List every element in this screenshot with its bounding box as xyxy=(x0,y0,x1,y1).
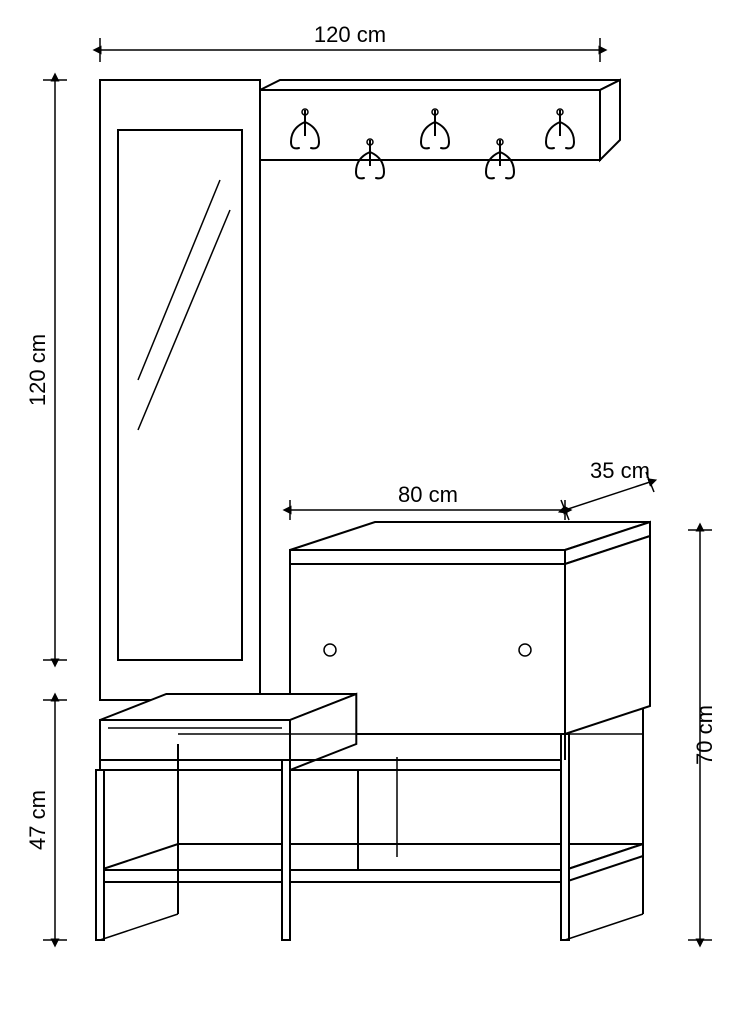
dim-cabinet-width-label: 80 cm xyxy=(398,482,458,507)
hook-rail xyxy=(260,80,620,178)
dim-left-height-label: 120 cm xyxy=(25,334,50,406)
dim-right-height-label: 70 cm xyxy=(692,705,717,765)
dim-top-width-label: 120 cm xyxy=(314,22,386,47)
dim-left-low-height-label: 47 cm xyxy=(25,790,50,850)
mirror-panel xyxy=(100,80,260,700)
dim-cabinet-depth-label: 35 cm xyxy=(590,458,650,483)
furniture-dimension-drawing: 120 cm 120 cm 80 cm 35 cm 70 cm 47 cm xyxy=(0,0,743,1020)
